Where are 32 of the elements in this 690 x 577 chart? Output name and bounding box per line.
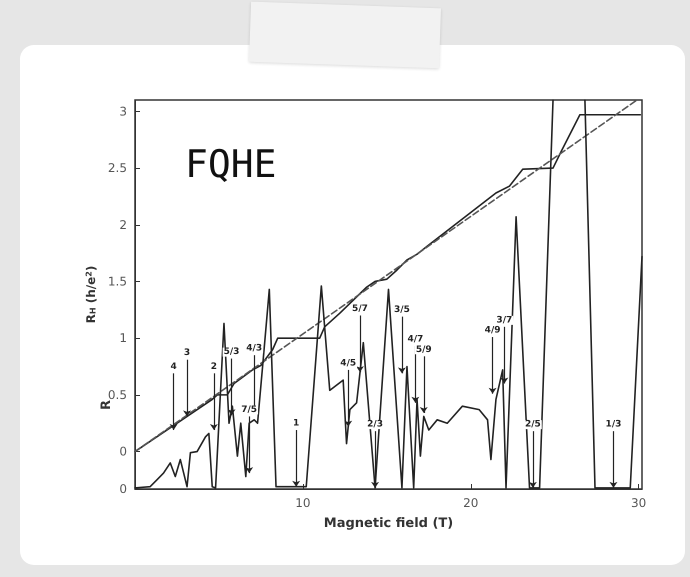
text: R [99,400,114,410]
y-tick-label: 2 [119,218,127,232]
annotation: 4/7 [407,334,424,345]
y-tick-label: 1 [119,331,127,346]
annotation: 3/7 [496,315,512,326]
y-axis-title: RH (h/e2) [84,266,98,324]
y-tick-label: 0 [119,444,127,459]
annotation: 5/3 [224,347,240,358]
y-tick-label: 1.5 [108,274,127,288]
annotation: 4/5 [340,358,356,368]
annotation: 5/7 [352,304,368,314]
annotation: 4/9 [484,326,500,336]
annotation: 7/5 [241,404,258,415]
x-tick-label: 20 [463,496,478,510]
annotation: 2 [210,362,218,372]
annotation: 4 [170,362,177,372]
x-axis-title: Magnetic field (T) [324,516,454,531]
y-tick-label: 0.5 [108,388,127,402]
y-tick-label: 3 [119,104,127,118]
annotation: 3 [184,348,190,358]
annotation: 2/5 [524,420,541,430]
y-tick-label: 2.5 [108,161,127,176]
annotation: 3/5 [394,305,410,316]
annotation: 5/9 [416,344,432,355]
annotation: 1/3 [606,420,622,430]
text: FQHE [185,142,277,186]
x-tick-label: 10 [295,496,311,510]
x-tick-label: 30 [631,496,646,510]
annotation: 1 [293,418,300,429]
y-tick-label: 0 [119,482,127,496]
annotation: 2/3 [367,420,383,430]
annotation: 4/3 [246,344,262,354]
